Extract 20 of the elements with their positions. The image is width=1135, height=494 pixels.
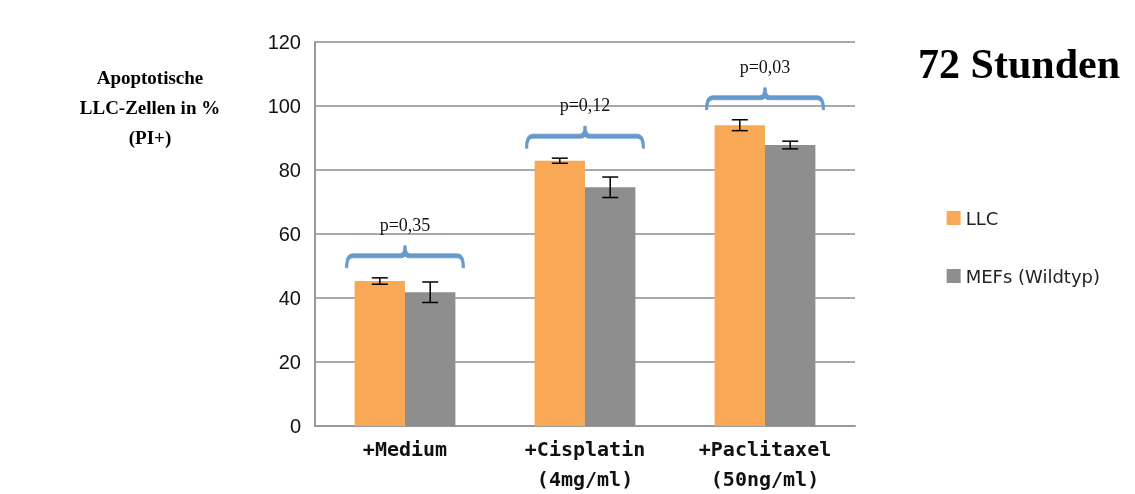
annotation: p=0,03: [739, 56, 791, 77]
x-tick-label: +Cisplatin (4mg/ml): [524, 437, 646, 491]
y-tick-label: 60: [278, 223, 301, 245]
legend-label: LLC: [965, 207, 999, 229]
y-tick-label: 0: [289, 415, 301, 437]
y-tick-label: 120: [267, 31, 301, 53]
annotation: p=0,35: [379, 214, 431, 235]
text: 72 Stunden: [918, 41, 1120, 87]
annotation: p=0,12: [559, 95, 611, 116]
bar: [354, 281, 405, 426]
y-axis-title: Apoptotische LLC-Zellen in % (PI+): [79, 66, 221, 149]
y-tick-label: 40: [278, 287, 301, 309]
x-tick-label: +Paclitaxel (50ng/ml): [698, 437, 832, 491]
y-tick-label: 20: [278, 351, 301, 373]
bar: [534, 160, 585, 426]
y-tick-label: 100: [267, 95, 301, 117]
bar: [714, 125, 765, 426]
x-tick-label: +Medium: [362, 437, 448, 461]
y-tick-label: 80: [278, 159, 301, 181]
legend-label: MEFs (Wildtyp): [965, 265, 1101, 287]
